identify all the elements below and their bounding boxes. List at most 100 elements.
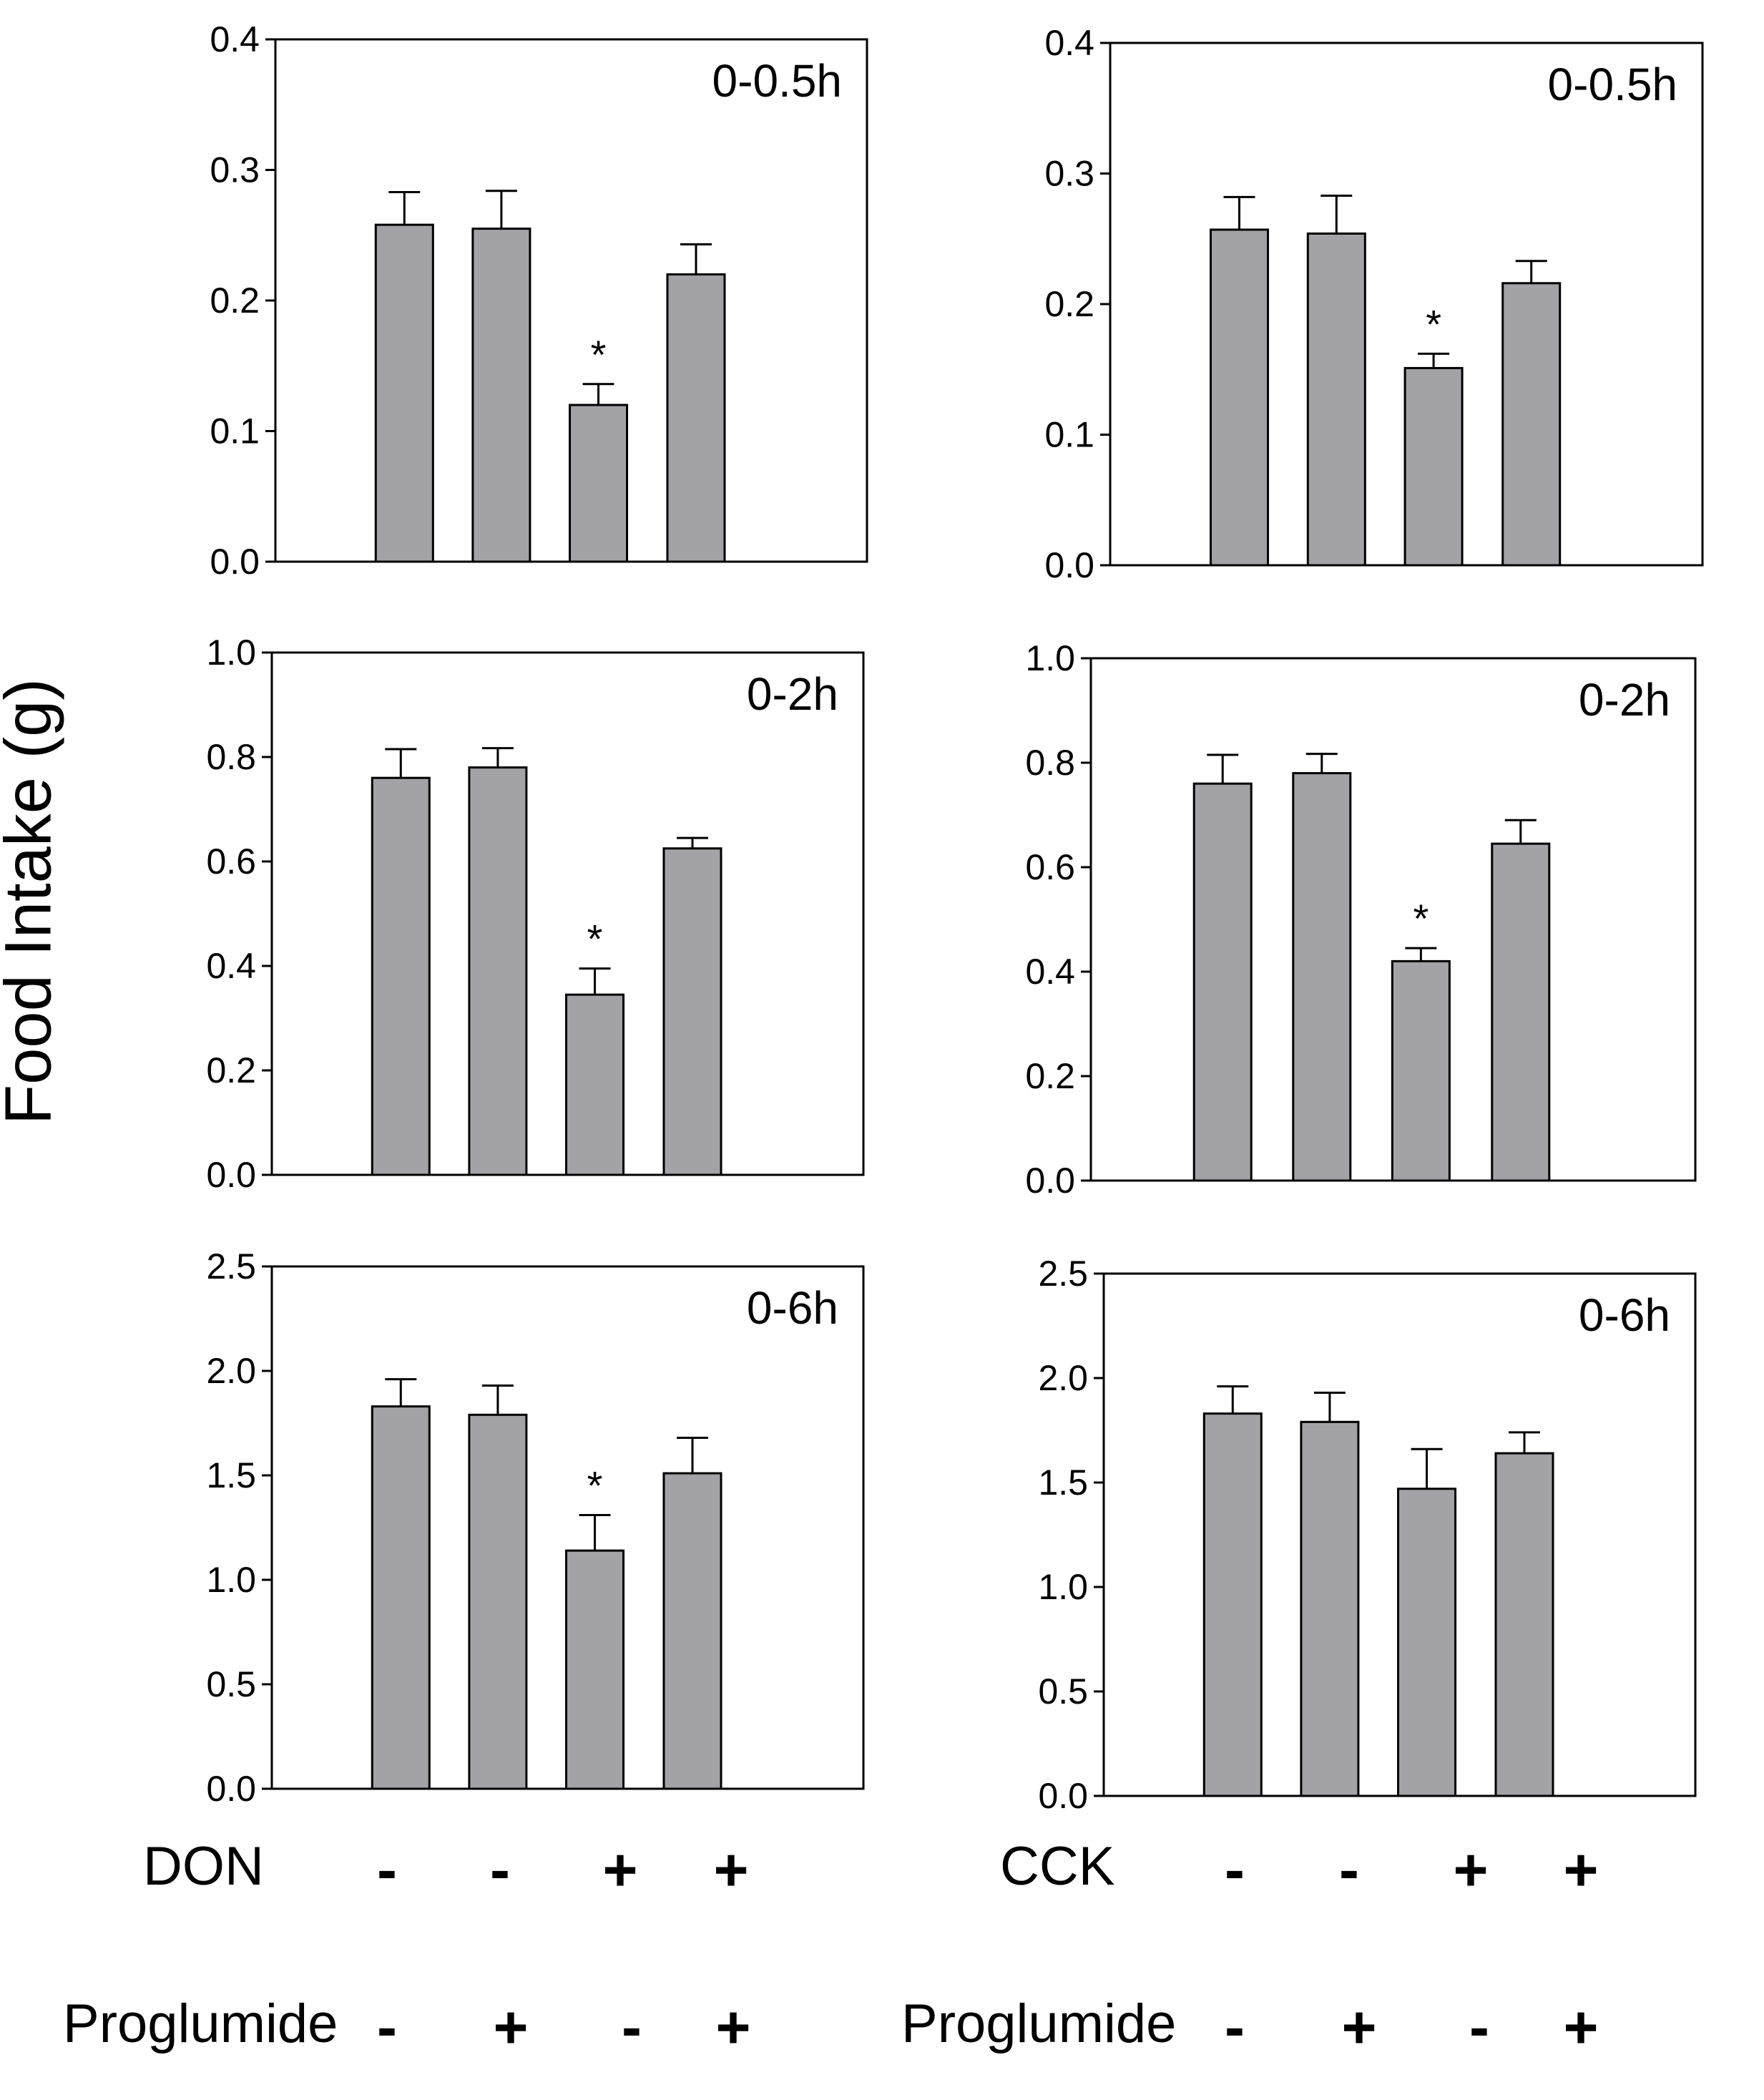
bar xyxy=(1403,366,1464,567)
group-row-proglumide-right: Proglumide - + - + xyxy=(880,1993,1760,2064)
group-label-proglumide-right: Proglumide xyxy=(901,1993,1177,2054)
cck-sign-3: + xyxy=(1453,1836,1489,1903)
y-tick-label: 0.0 xyxy=(210,542,260,582)
panel-5: 0.0 0.5 1.0 1.5 2.0 2.5 0-6h * xyxy=(206,1246,865,1809)
bar xyxy=(1391,959,1451,1182)
don-sign-4: + xyxy=(713,1836,749,1903)
significance-star: * xyxy=(587,917,603,962)
don-sign-3: + xyxy=(602,1836,638,1903)
panel-4: 0.0 0.2 0.4 0.6 0.8 1.0 0-2h * xyxy=(1025,638,1697,1201)
panel-6: 0.0 0.5 1.0 1.5 2.0 2.5 0-6h xyxy=(1038,1254,1697,1816)
bar xyxy=(565,1549,625,1790)
y-tick-label: 0.4 xyxy=(1025,952,1075,992)
bar xyxy=(371,1405,431,1790)
y-tick-label: 0.4 xyxy=(210,19,260,59)
proglumide-right-sign-4: + xyxy=(1563,1993,1599,2061)
bar xyxy=(662,1472,722,1790)
bar xyxy=(1306,232,1366,567)
cck-sign-1: - xyxy=(1225,1836,1245,1903)
y-tick-label: 0.6 xyxy=(1025,847,1075,887)
bar xyxy=(1300,1420,1360,1797)
y-tick-label: 1.5 xyxy=(1038,1462,1088,1503)
proglumide-right-sign-2: + xyxy=(1341,1993,1377,2061)
bar xyxy=(666,273,726,563)
y-tick-label: 0.8 xyxy=(1025,743,1075,783)
proglumide-left-sign-1: - xyxy=(377,1993,397,2061)
y-tick-label: 1.0 xyxy=(1038,1567,1088,1607)
y-tick-label: 0.2 xyxy=(1044,284,1094,324)
panel-3: 0.0 0.2 0.4 0.6 0.8 1.0 0-2h * xyxy=(206,633,865,1195)
proglumide-left-sign-4: + xyxy=(715,1993,751,2061)
y-tick-label: 0.5 xyxy=(206,1664,256,1704)
y-tick-label: 1.0 xyxy=(206,1560,256,1600)
bar xyxy=(1292,772,1352,1182)
group-row-don: DON - - + + xyxy=(0,1835,858,1907)
bar xyxy=(468,766,528,1176)
y-tick-label: 0.3 xyxy=(210,150,260,190)
proglumide-left-sign-2: + xyxy=(493,1993,529,2061)
y-tick-label: 0.1 xyxy=(210,411,260,451)
bar xyxy=(662,847,722,1176)
y-axis-label: Food Intake (g) xyxy=(0,678,65,1125)
y-tick-label: 2.5 xyxy=(1038,1254,1088,1294)
don-sign-2: - xyxy=(490,1836,510,1903)
y-tick-label: 0.5 xyxy=(1038,1671,1088,1711)
y-tick-label: 0.2 xyxy=(206,1050,256,1090)
bar xyxy=(1210,228,1270,567)
y-tick-label: 0.6 xyxy=(206,841,256,881)
bar xyxy=(565,993,625,1176)
panel-2: 0.0 0.1 0.2 0.3 0.4 0-0.5h * xyxy=(1044,23,1704,585)
panel-title: 0-2h xyxy=(747,668,838,720)
y-tick-label: 2.5 xyxy=(206,1246,256,1286)
bar xyxy=(371,776,431,1176)
significance-star: * xyxy=(587,1462,603,1508)
y-tick-label: 0.2 xyxy=(1025,1056,1075,1096)
bar xyxy=(1501,282,1562,567)
bar xyxy=(1202,1412,1263,1797)
panel-title: 0-6h xyxy=(747,1282,838,1334)
proglumide-right-sign-3: - xyxy=(1469,1993,1489,2061)
bar xyxy=(1192,782,1253,1182)
y-tick-label: 0.1 xyxy=(1044,415,1094,455)
panel-title: 0-0.5h xyxy=(712,55,842,107)
y-tick-label: 2.0 xyxy=(1038,1358,1088,1398)
y-tick-label: 0.2 xyxy=(210,280,260,321)
significance-star: * xyxy=(1426,301,1441,346)
y-tick-label: 2.0 xyxy=(206,1351,256,1391)
don-sign-1: - xyxy=(377,1836,397,1903)
group-row-cck: CCK - - + + xyxy=(880,1835,1760,1907)
y-tick-label: 0.4 xyxy=(206,946,256,986)
group-label-cck: CCK xyxy=(1000,1836,1115,1897)
y-tick-label: 1.0 xyxy=(206,633,256,673)
bar xyxy=(1494,1452,1554,1797)
proglumide-right-sign-1: - xyxy=(1225,1993,1245,2061)
y-tick-label: 1.0 xyxy=(1025,638,1075,678)
bar xyxy=(468,1413,528,1790)
significance-star: * xyxy=(591,332,607,377)
y-tick-label: 0.0 xyxy=(206,1769,256,1809)
y-tick-label: 0.0 xyxy=(1025,1161,1075,1201)
bar xyxy=(471,228,531,563)
panel-1: 0.0 0.1 0.2 0.3 0.4 0-0.5h * xyxy=(210,19,868,582)
cck-sign-2: - xyxy=(1339,1836,1359,1903)
significance-star: * xyxy=(1413,896,1429,941)
y-tick-label: 0.0 xyxy=(206,1155,256,1195)
group-label-don: DON xyxy=(143,1836,264,1897)
y-tick-label: 0.8 xyxy=(206,737,256,777)
cck-sign-4: + xyxy=(1563,1836,1599,1903)
panel-title: 0-2h xyxy=(1579,674,1670,726)
panel-title: 0-6h xyxy=(1579,1289,1670,1341)
group-row-proglumide-left: Proglumide - + - + xyxy=(0,1993,858,2064)
y-tick-label: 0.4 xyxy=(1044,23,1094,63)
group-label-proglumide-left: Proglumide xyxy=(63,1993,338,2054)
y-tick-label: 0.0 xyxy=(1044,545,1094,585)
panel-title: 0-0.5h xyxy=(1548,59,1677,110)
bar xyxy=(374,223,434,563)
bar xyxy=(1397,1488,1457,1797)
bar xyxy=(1491,842,1551,1182)
proglumide-left-sign-3: - xyxy=(622,1993,642,2061)
y-tick-label: 0.0 xyxy=(1038,1776,1088,1816)
bar xyxy=(569,404,629,563)
y-tick-label: 0.3 xyxy=(1044,154,1094,194)
